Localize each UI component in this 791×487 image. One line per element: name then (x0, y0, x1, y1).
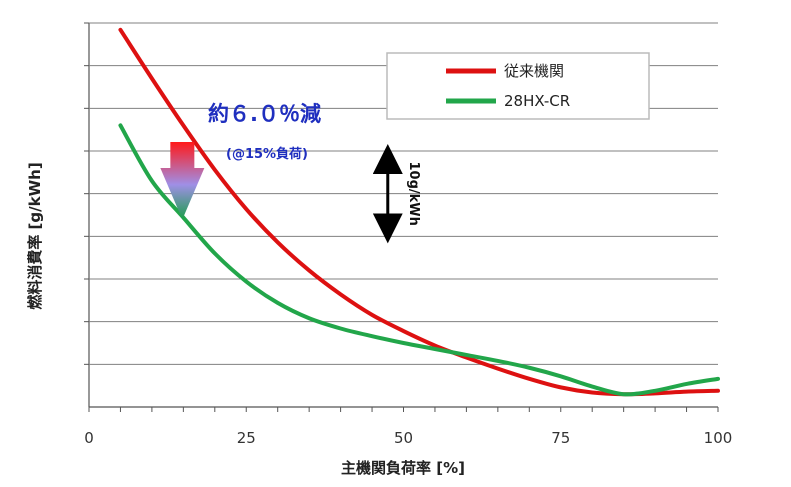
reduction-arrow (160, 142, 205, 220)
x-tick-label: 100 (704, 429, 733, 447)
legend-label-28hx-cr: 28HX-CR (504, 92, 570, 110)
legend-box (386, 52, 650, 120)
x-tick-label: 0 (84, 429, 94, 447)
x-axis-title: 主機関負荷率 [%] (341, 459, 465, 477)
series-lines (118, 27, 720, 397)
x-tick-label: 50 (394, 429, 413, 447)
x-tick-label: 75 (551, 429, 570, 447)
x-ticks (88, 407, 719, 412)
series-line-28hx-cr (118, 123, 720, 397)
reduction-condition-annotation: (@15%負荷) (226, 146, 308, 162)
reduction-annotation: 約６.０％減 (208, 102, 321, 126)
x-tick-label: 25 (237, 429, 256, 447)
legend-label-conventional: 従来機関 (504, 62, 564, 80)
y-axis-title: 燃料消費率 [g/kWh] (26, 162, 44, 309)
scale-arrow-label: 10g/kWh (406, 161, 421, 225)
x-tick-labels: 0 25 50 75 100 (84, 429, 732, 447)
legend: 従来機関 28HX-CR (386, 52, 650, 120)
